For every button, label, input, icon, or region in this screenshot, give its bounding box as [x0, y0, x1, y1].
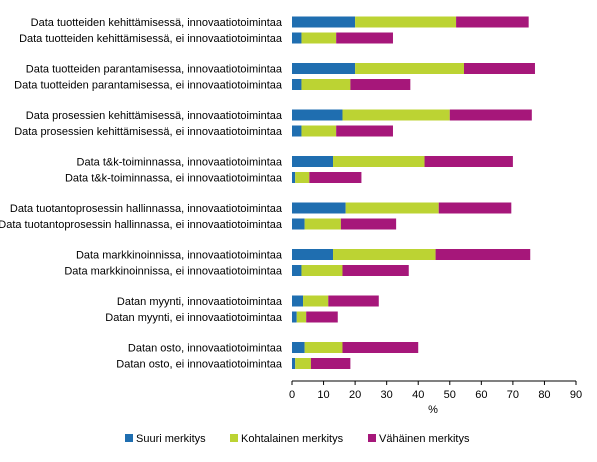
legend-label-2: Vähäinen merkitys	[379, 433, 470, 445]
category-label-1: Data tuotteiden kehittämisessä, ei innov…	[19, 33, 283, 45]
bar-segment-2-0	[292, 63, 356, 74]
bar-segment-8-0	[292, 202, 346, 214]
category-label-14: Datan osto, innovaatiotoimintaa	[128, 343, 283, 355]
bar-segment-10-1	[333, 249, 436, 260]
bar-segment-14-0	[292, 342, 305, 353]
x-tick-label-8: 80	[538, 389, 550, 401]
bar-segment-8-1	[345, 202, 439, 214]
bar-segment-6-0	[292, 156, 334, 167]
legend-swatch-0	[125, 434, 133, 442]
bar-segment-5-2	[336, 125, 393, 137]
category-label-12: Datan myynti, innovaatiotoimintaa	[117, 296, 283, 308]
bar-segment-6-1	[333, 156, 425, 167]
bar-segment-13-0	[292, 311, 297, 323]
x-tick-label-5: 50	[444, 389, 456, 401]
bar-segment-4-1	[342, 109, 450, 121]
x-tick-label-7: 70	[507, 389, 519, 401]
bar-segment-7-2	[309, 172, 362, 183]
category-label-3: Data tuotteiden parantamisessa, ei innov…	[14, 80, 283, 92]
x-tick-label-3: 30	[381, 389, 393, 401]
legend-swatch-2	[368, 434, 376, 442]
category-label-7: Data t&k-toiminnassa, ei innovaatiotoimi…	[65, 173, 283, 185]
category-labels: Data tuotteiden kehittämisessä, innovaat…	[0, 17, 283, 371]
bar-segment-13-1	[296, 311, 307, 323]
bar-segment-9-1	[304, 218, 341, 230]
bar-segment-9-0	[292, 218, 305, 230]
bar-segment-10-0	[292, 249, 334, 260]
bar-segment-10-2	[435, 249, 531, 260]
bar-segment-15-0	[292, 358, 296, 369]
bars-layer	[292, 16, 535, 369]
category-label-11: Data markkinoinnissa, ei innovaatiotoimi…	[64, 266, 283, 278]
bar-segment-12-0	[292, 295, 304, 307]
legend: Suuri merkitys Kohtalainen merkitys Vähäin…	[125, 433, 470, 445]
bar-segment-11-2	[342, 265, 409, 276]
bar-segment-8-2	[438, 202, 512, 214]
bar-segment-12-2	[328, 295, 379, 307]
bar-segment-14-2	[342, 342, 419, 353]
bar-segment-15-2	[310, 358, 351, 369]
x-tick-label-0: 0	[289, 389, 295, 401]
bar-segment-1-1	[301, 32, 337, 44]
category-label-0: Data tuotteiden kehittämisessä, innovaat…	[31, 17, 283, 29]
bar-segment-0-2	[456, 16, 529, 28]
category-label-9: Data tuotantoprosessin hallinnassa, ei i…	[0, 219, 283, 231]
bar-segment-6-2	[424, 156, 513, 167]
x-tick-label-4: 40	[412, 389, 424, 401]
category-label-6: Data t&k-toiminnassa, innovaatiotoiminta…	[77, 157, 283, 169]
legend-swatch-1	[230, 434, 238, 442]
legend-label-0: Suuri merkitys	[136, 433, 206, 445]
bar-segment-7-1	[295, 172, 310, 183]
bar-segment-0-1	[355, 16, 457, 28]
x-tick-label-6: 60	[475, 389, 487, 401]
bar-segment-3-0	[292, 79, 302, 90]
bar-segment-11-0	[292, 265, 302, 276]
bar-segment-3-2	[350, 79, 411, 90]
bar-segment-2-1	[355, 63, 464, 74]
x-axis: 0 10 20 30 40 50 60 70 80 90	[289, 380, 582, 401]
bar-segment-2-2	[463, 63, 535, 74]
bar-segment-15-1	[295, 358, 311, 369]
bar-segment-4-2	[449, 109, 532, 121]
bar-segment-11-1	[301, 265, 343, 276]
bar-segment-1-0	[292, 32, 302, 44]
x-tick-label-2: 20	[349, 389, 361, 401]
x-axis-label: %	[428, 404, 438, 416]
bar-segment-14-1	[304, 342, 343, 353]
category-label-2: Data tuotteiden parantamisessa, innovaat…	[26, 64, 283, 76]
category-label-15: Datan osto, ei innovaatiotoimintaa	[116, 359, 283, 371]
bar-segment-0-0	[292, 16, 356, 28]
bar-segment-9-2	[340, 218, 397, 230]
category-label-5: Data prosessien kehittämisessä, ei innov…	[14, 126, 283, 138]
legend-label-1: Kohtalainen merkitys	[241, 433, 344, 445]
category-label-4: Data prosessien kehittämisessä, innovaat…	[26, 110, 283, 122]
bar-segment-13-2	[306, 311, 338, 323]
bar-segment-3-1	[301, 79, 351, 90]
bar-segment-7-0	[292, 172, 296, 183]
category-label-8: Data tuotantoprosessin hallinnassa, inno…	[10, 203, 283, 215]
category-label-10: Data markkinoinnissa, innovaatiotoiminta…	[76, 250, 283, 262]
x-tick-label-9: 90	[570, 389, 582, 401]
x-tick-label-1: 10	[317, 389, 329, 401]
bar-segment-5-0	[292, 125, 302, 137]
bar-segment-1-2	[336, 32, 393, 44]
bar-segment-5-1	[301, 125, 337, 137]
category-label-13: Datan myynti, ei innovaatiotoimintaa	[105, 312, 283, 324]
bar-segment-4-0	[292, 109, 343, 121]
bar-segment-12-1	[303, 295, 329, 307]
